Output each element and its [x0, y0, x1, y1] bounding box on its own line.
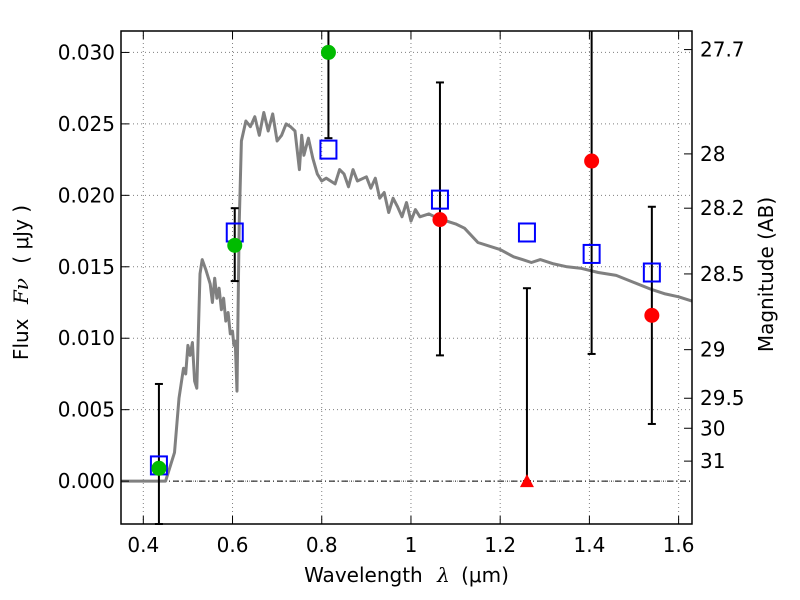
x-tick-label: 1.4: [573, 533, 605, 557]
y2-tick-label: 27.7: [700, 38, 745, 62]
secondary-y-axis-label: Magnitude (AB): [754, 197, 778, 352]
x-axis-label-unit: (μm): [461, 563, 509, 587]
observed-red-point: [644, 307, 660, 323]
y2-tick-label: 29.5: [700, 386, 745, 410]
axis-ticks: 0.4 0.6 0.8 1 1.2 1.4 1.6 0.000 0.005 0.010 0.015 0…: [58, 31, 745, 557]
x-tick-label: 0.6: [217, 533, 249, 557]
x-axis-label-symbol: λ: [436, 563, 450, 587]
y-tick-label: 0.030: [58, 40, 115, 64]
y2-tick-label: 30: [700, 416, 725, 440]
x-axis-label: Wavelength λ (μm): [304, 563, 509, 587]
y-tick-label: 0.025: [58, 112, 115, 136]
observed-red-point: [432, 212, 448, 228]
y-axis-label-symbol: Fν: [9, 278, 33, 305]
y2-tick-label: 28.5: [700, 262, 745, 286]
model-photometry-square: [319, 139, 338, 160]
y-tick-label: 0.010: [58, 326, 115, 350]
y2-tick-label: 28: [700, 142, 725, 166]
upper-limit-triangle: [519, 474, 534, 488]
observed-green-point: [151, 460, 167, 476]
model-sed-line: [121, 111, 693, 483]
error-bars: [154, 31, 656, 525]
x-tick-label: 1.2: [484, 533, 516, 557]
model-photometry-square: [642, 262, 661, 283]
observed-red-point: [584, 153, 600, 169]
y-tick-label: 0.005: [58, 398, 115, 422]
plot-frame: [120, 30, 693, 525]
grid-lines: [121, 31, 692, 524]
data-markers: [149, 44, 661, 488]
observed-green-point: [227, 237, 243, 253]
y2-tick-label: 29: [700, 338, 725, 362]
x-tick-label: 0.4: [127, 533, 159, 557]
model-photometry-square: [430, 189, 449, 210]
model-photometry-square: [517, 222, 536, 243]
y-axis-label-unit: ( μJy ): [9, 205, 33, 264]
model-photometry-square: [582, 243, 601, 264]
observed-green-point: [320, 44, 336, 60]
y-tick-label: 0.015: [58, 255, 115, 279]
y-axis-label: Flux Fν ( μJy ): [9, 205, 33, 360]
y-tick-label: 0.000: [58, 469, 115, 493]
x-axis-label-text: Wavelength: [304, 563, 423, 587]
y-tick-label: 0.020: [58, 183, 115, 207]
x-tick-label: 0.8: [306, 533, 338, 557]
y-axis-label-text: Flux: [9, 318, 33, 360]
x-tick-label: 1: [405, 533, 418, 557]
y2-tick-label: 31: [700, 449, 725, 473]
x-tick-label: 1.6: [663, 533, 695, 557]
y2-tick-label: 28.2: [700, 196, 745, 220]
